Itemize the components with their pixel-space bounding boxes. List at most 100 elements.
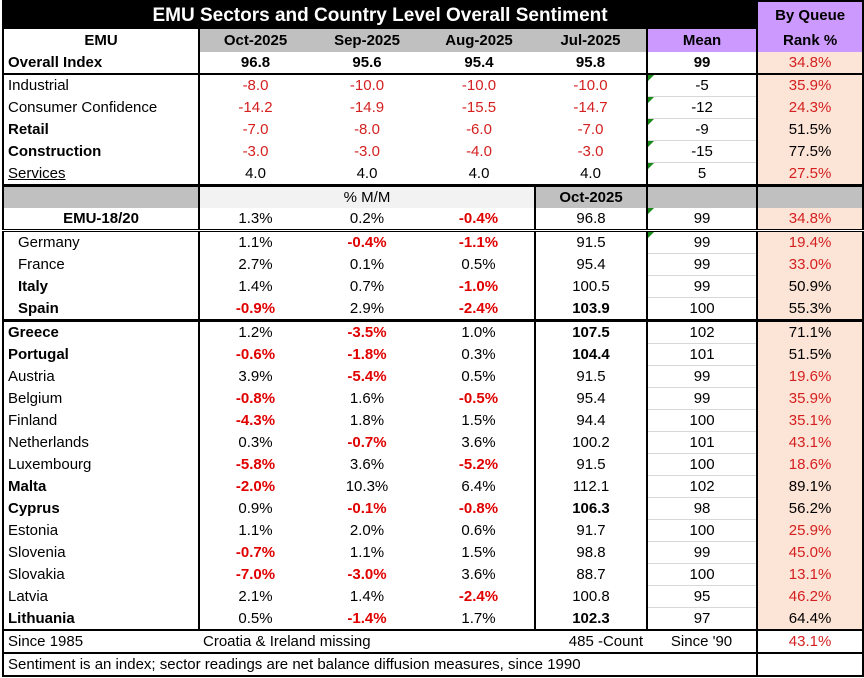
emu-mm: 0.2% xyxy=(349,210,385,227)
sector-value: -10.0 xyxy=(535,73,647,97)
sector-label: Services xyxy=(8,164,66,182)
sector-rank: 24.3% xyxy=(756,96,864,119)
country-mm: 6.4% xyxy=(461,478,496,495)
country-mm: -7.0% xyxy=(198,563,311,586)
country-mm: -0.7% xyxy=(198,541,311,564)
country-mean: 99 xyxy=(645,253,758,276)
country-row: Slovakia -7.0% -3.0% 3.6% 88.7 100 13.1% xyxy=(3,563,864,586)
country-mm: 1.1% xyxy=(198,229,311,254)
country-oct: 95.4 xyxy=(534,387,647,410)
country-mm: 2.7% xyxy=(198,253,311,276)
emu-rank: 34.8% xyxy=(756,208,864,231)
sector-mean: 5 xyxy=(645,162,758,186)
country-row: Estonia 1.1% 2.0% 0.6% 91.7 100 25.9% xyxy=(3,519,864,542)
sector-value: 96.8 xyxy=(198,52,311,74)
sector-rank: 34.8% xyxy=(756,52,864,74)
sector-rank: 27.5% xyxy=(756,162,864,186)
country-mean: 99 xyxy=(645,275,758,298)
country-mm: 1.6% xyxy=(349,390,385,407)
sector-value: 95.8 xyxy=(575,54,606,71)
country-oct: 100.5 xyxy=(534,275,647,298)
country-mm: -0.4% xyxy=(311,229,423,254)
country-label: Latvia xyxy=(8,588,49,605)
section-blank xyxy=(645,184,758,208)
sector-value: -10.0 xyxy=(311,73,423,97)
sector-label: Overall Index xyxy=(8,54,103,71)
country-rank: 19.6% xyxy=(756,365,864,388)
country-mean: 100 xyxy=(645,519,758,542)
sector-rank: 77.5% xyxy=(756,140,864,163)
country-mm: 1.5% xyxy=(461,412,496,429)
country-mm: 1.1% xyxy=(349,544,385,561)
country-mm: 10.3% xyxy=(345,478,389,495)
footer-row: Since 1985 Croatia & Ireland missing 485 -… xyxy=(3,629,864,653)
sector-mean: -5 xyxy=(645,73,758,97)
header-month: Oct-2025 xyxy=(198,29,311,52)
country-rank: 71.1% xyxy=(756,319,864,344)
country-oct: 98.8 xyxy=(534,541,647,564)
country-oct: 91.5 xyxy=(534,229,647,254)
country-mm: -5.8% xyxy=(198,453,311,476)
country-label: Slovenia xyxy=(8,544,66,561)
country-mm: 0.7% xyxy=(349,278,385,295)
table-title: EMU Sectors and Country Level Overall Se… xyxy=(3,1,758,29)
footnote: Sentiment is an index; sector readings a… xyxy=(3,652,758,676)
emu-mm: -0.4% xyxy=(458,210,499,227)
country-mm: 0.9% xyxy=(198,497,311,520)
country-mm: -0.9% xyxy=(198,297,311,321)
country-oct: 88.7 xyxy=(534,563,647,586)
country-row: Latvia 2.1% 1.4% -2.4% 100.8 95 46.2% xyxy=(3,585,864,608)
country-mm: 2.0% xyxy=(349,522,385,539)
country-mean: 98 xyxy=(645,497,758,520)
sector-row: Industrial -8.0 -10.0 -10.0 -10.0 -5 35.9% xyxy=(3,73,864,97)
country-mm: 0.1% xyxy=(349,256,385,273)
header-label: EMU xyxy=(84,32,118,49)
rank-header-top: By Queue xyxy=(756,1,864,29)
sector-rank: 35.9% xyxy=(756,73,864,97)
country-label: Austria xyxy=(8,368,55,385)
country-mm: 1.2% xyxy=(198,319,311,344)
country-mean: 99 xyxy=(645,365,758,388)
country-mean: 95 xyxy=(645,585,758,608)
country-mean: 100 xyxy=(645,563,758,586)
sector-mean: 99 xyxy=(645,52,758,75)
sector-value: -7.0 xyxy=(577,121,604,138)
country-mean: 101 xyxy=(645,431,758,454)
country-rank: 64.4% xyxy=(756,607,864,630)
country-mm: -0.6% xyxy=(198,343,311,366)
sector-value: -14.7 xyxy=(573,99,608,116)
country-row: Finland -4.3% 1.8% 1.5% 94.4 100 35.1% xyxy=(3,409,864,432)
emu-label: EMU-18/20 xyxy=(63,210,139,227)
country-mean: 100 xyxy=(645,409,758,432)
country-mm: 2.1% xyxy=(198,585,311,608)
country-oct: 107.5 xyxy=(534,319,647,344)
sector-value: -6.0 xyxy=(466,121,492,138)
country-mm: -1.0% xyxy=(458,278,499,295)
country-rank: 89.1% xyxy=(756,475,864,498)
country-row: Cyprus 0.9% -0.1% -0.8% 106.3 98 56.2% xyxy=(3,497,864,520)
country-mm: -4.3% xyxy=(198,409,311,432)
country-row: France 2.7% 0.1% 0.5% 95.4 99 33.0% xyxy=(3,253,864,276)
country-mm: -0.8% xyxy=(458,500,499,517)
country-mm: 3.6% xyxy=(461,566,496,583)
country-oct: 100.8 xyxy=(534,585,647,608)
country-mm: 1.8% xyxy=(349,412,385,429)
header-month: Aug-2025 xyxy=(423,29,535,52)
sector-value: 4.0 xyxy=(468,164,490,182)
country-rank: 56.2% xyxy=(756,497,864,520)
country-label: Greece xyxy=(3,319,199,344)
country-row: Netherlands 0.3% -0.7% 3.6% 100.2 101 43.1% xyxy=(3,431,864,454)
country-mm: -0.8% xyxy=(198,387,311,410)
sector-value: -8.0 xyxy=(198,73,311,97)
note-blank xyxy=(756,652,864,676)
country-row: Italy 1.4% 0.7% -1.0% 100.5 99 50.9% xyxy=(3,275,864,298)
country-mm: 1.4% xyxy=(349,588,385,605)
country-mean: 97 xyxy=(645,607,758,631)
country-mm: 0.5% xyxy=(461,256,496,273)
header-mean: Mean xyxy=(645,29,758,52)
country-mm: 3.9% xyxy=(198,365,311,388)
header-row: EMU Oct-2025 Sep-2025 Aug-2025 Jul-2025 … xyxy=(3,29,864,52)
country-oct: 91.7 xyxy=(534,519,647,542)
country-row: Spain -0.9% 2.9% -2.4% 103.9 100 55.3% xyxy=(3,297,864,321)
country-label: Portugal xyxy=(8,346,69,363)
